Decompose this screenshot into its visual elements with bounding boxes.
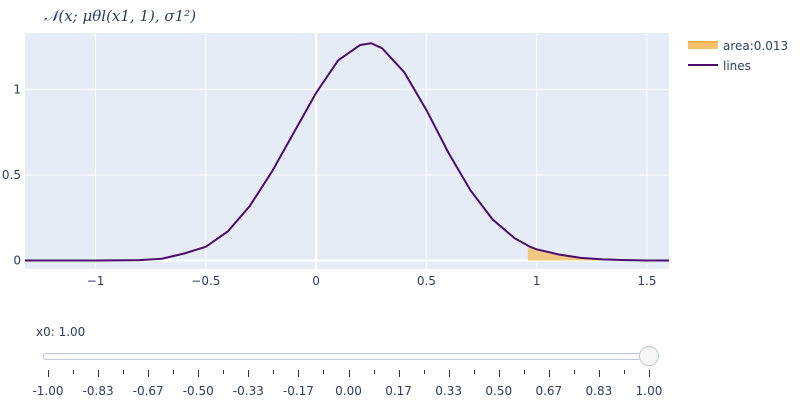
slider-minor-tick [523, 370, 525, 374]
slider-major-tick [48, 370, 49, 377]
x-tick-label: 0.5 [417, 274, 436, 288]
slider-track[interactable] [43, 353, 655, 360]
slider-minor-tick [273, 370, 275, 374]
slider-tick-label: -0.67 [132, 384, 164, 398]
slider-tick-label: 0.83 [585, 384, 613, 398]
slider-minor-tick [423, 370, 425, 374]
slider-minor-tick [123, 370, 125, 374]
slider-tick-label: -0.17 [282, 384, 314, 398]
line-series [25, 42, 669, 262]
x-tick-label: 1 [533, 274, 541, 288]
area-fill [527, 244, 669, 261]
slider-major-tick [298, 370, 300, 377]
slider-major-tick [248, 370, 250, 377]
y-tick-label: 0.5 [2, 168, 21, 182]
slider-ticks: -1.00 -0.83 -0.67 -0.50 -0.33 -0.17 0.00 0.17 0.… [0, 370, 800, 403]
slider-tick-label: -0.83 [82, 384, 114, 398]
area-series [527, 244, 669, 261]
slider-tick-label: 0.50 [485, 384, 513, 398]
chart-title: 𝒩(x; μθl(x1, 1), σ1²) [44, 7, 196, 25]
slider-minor-tick [73, 370, 75, 374]
slider-current-value: x0: 1.00 [36, 325, 86, 339]
x-axis: −1 −0.5 0 0.5 1 1.5 [87, 274, 657, 288]
slider-tick-label: -0.33 [232, 384, 264, 398]
slider-minor-tick [173, 370, 175, 374]
density-line [25, 42, 669, 262]
y-axis: 00.51 [2, 82, 21, 267]
x-tick-label: 0 [312, 274, 320, 288]
slider-tick-label: 1.00 [635, 384, 663, 398]
y-tick-label: 1 [13, 82, 21, 96]
slider-major-tick [148, 370, 150, 377]
slider-tick-label: 0.67 [535, 384, 563, 398]
x-tick-label: −0.5 [191, 274, 220, 288]
plot-background [25, 33, 669, 269]
legend-label-area[interactable]: area:0.013 [723, 39, 788, 53]
slider-major-tick [498, 370, 500, 377]
slider-major-tick [649, 370, 650, 377]
slider-minor-tick [373, 370, 375, 374]
x-tick-label: −1 [87, 274, 105, 288]
slider-major-tick [198, 370, 200, 377]
slider-major-tick [548, 370, 550, 377]
x-tick-label: 1.5 [637, 274, 656, 288]
slider-tick-label: -1.00 [32, 384, 64, 398]
slider-major-tick [398, 370, 400, 377]
slider-minor-tick [323, 370, 325, 374]
slider-tick-label: 0.00 [335, 384, 362, 398]
y-tick-label: 0 [13, 253, 21, 267]
slider-tick-label: 0.33 [435, 384, 463, 398]
slider-major-tick [598, 370, 600, 377]
slider-handle[interactable] [639, 346, 659, 366]
chart: 𝒩(x; μθl(x1, 1), σ1²) −1 −0.5 0 0.5 1 1.5 00.… [2, 7, 788, 288]
slider-minor-tick [223, 370, 225, 374]
slider-tick-label: -0.50 [182, 384, 214, 398]
slider-minor-tick [623, 370, 625, 374]
slider-minor-tick [473, 370, 475, 374]
slider-tick-label: 0.17 [385, 384, 412, 398]
legend-label-lines[interactable]: lines [723, 59, 751, 73]
slider-major-tick [448, 370, 450, 377]
slider-major-tick [348, 370, 350, 377]
legend-swatch-area [688, 42, 718, 49]
legend[interactable]: area:0.013 lines [688, 39, 788, 73]
slider-minor-tick [573, 370, 575, 374]
slider-major-tick [98, 370, 100, 377]
